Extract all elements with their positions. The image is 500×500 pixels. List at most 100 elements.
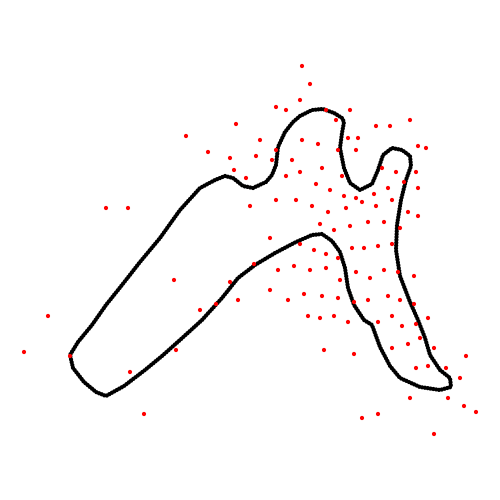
noise-point	[299, 63, 305, 69]
noise-point	[327, 187, 333, 193]
noise-point	[273, 197, 279, 203]
noise-point	[399, 323, 405, 329]
noise-point	[273, 104, 279, 110]
noise-point	[335, 295, 341, 301]
noise-point	[407, 117, 413, 123]
noise-point	[373, 123, 379, 129]
noise-point	[413, 169, 419, 175]
noise-point	[45, 313, 51, 319]
noise-point	[297, 97, 303, 103]
noise-point	[305, 313, 311, 319]
noise-point	[413, 321, 419, 327]
noise-point	[311, 247, 317, 253]
noise-point	[365, 219, 371, 225]
noise-point	[243, 175, 249, 181]
noise-point	[387, 123, 393, 129]
noise-point	[313, 181, 319, 187]
noise-point	[411, 301, 417, 307]
noise-point	[335, 147, 341, 153]
noise-point	[359, 415, 365, 421]
noise-point	[335, 255, 341, 261]
noise-point	[227, 279, 233, 285]
noise-point	[375, 243, 381, 249]
noise-point	[285, 297, 291, 303]
noise-point	[353, 269, 359, 275]
noise-point	[325, 209, 331, 215]
noise-point	[307, 267, 313, 273]
noise-point	[389, 241, 395, 247]
noise-point	[445, 395, 451, 401]
noise-point	[337, 277, 343, 283]
noise-point	[331, 227, 337, 233]
noise-point	[397, 225, 403, 231]
noise-point	[253, 153, 259, 159]
noise-point	[307, 81, 313, 87]
noise-point	[319, 293, 325, 299]
noise-point-layer	[21, 63, 479, 437]
noise-point	[251, 261, 257, 267]
noise-point	[125, 205, 131, 211]
noise-point	[405, 341, 411, 347]
noise-point	[397, 297, 403, 303]
noise-point	[301, 291, 307, 297]
noise-point	[413, 365, 419, 371]
noise-point	[291, 263, 297, 269]
noise-point	[283, 173, 289, 179]
noise-point	[127, 369, 133, 375]
noise-point	[21, 349, 27, 355]
noise-point	[213, 301, 219, 307]
noise-point	[141, 411, 147, 417]
noise-point	[395, 269, 401, 275]
noise-point	[323, 107, 329, 113]
noise-point	[231, 167, 237, 173]
noise-point	[289, 157, 295, 163]
noise-point	[379, 165, 385, 171]
noise-point	[67, 353, 73, 359]
noise-point	[283, 107, 289, 113]
noise-point	[415, 143, 421, 149]
noise-point	[343, 205, 349, 211]
noise-point	[375, 411, 381, 417]
noise-point	[457, 375, 463, 381]
noise-point	[367, 275, 373, 281]
noise-point	[417, 335, 423, 341]
noise-point	[317, 221, 323, 227]
noise-point	[321, 347, 327, 353]
noise-point	[339, 173, 345, 179]
noise-point	[315, 141, 321, 147]
noise-point	[257, 137, 263, 143]
noise-point	[361, 245, 367, 251]
noise-point	[359, 199, 365, 205]
noise-point	[233, 121, 239, 127]
noise-point	[273, 147, 279, 153]
noise-point	[389, 313, 395, 319]
noise-point	[365, 297, 371, 303]
noise-point	[407, 395, 413, 401]
noise-point	[341, 193, 347, 199]
noise-point	[171, 277, 177, 283]
noise-point	[405, 209, 411, 215]
noise-point	[463, 353, 469, 359]
noise-point	[183, 133, 189, 139]
noise-point	[323, 265, 329, 271]
noise-point	[331, 313, 337, 319]
outline-point-layer	[68, 107, 453, 398]
noise-point	[389, 197, 395, 203]
noise-point	[197, 307, 203, 313]
noise-point	[355, 135, 361, 141]
noise-point	[173, 347, 179, 353]
noise-point	[393, 169, 399, 175]
noise-point	[425, 363, 431, 369]
noise-point	[401, 179, 407, 185]
noise-point	[425, 315, 431, 321]
noise-point	[227, 155, 233, 161]
noise-point	[373, 203, 379, 209]
noise-point	[345, 319, 351, 325]
noise-point	[309, 203, 315, 209]
noise-point	[375, 319, 381, 325]
outline-point	[295, 115, 300, 120]
noise-point	[381, 267, 387, 273]
noise-point	[103, 205, 109, 211]
